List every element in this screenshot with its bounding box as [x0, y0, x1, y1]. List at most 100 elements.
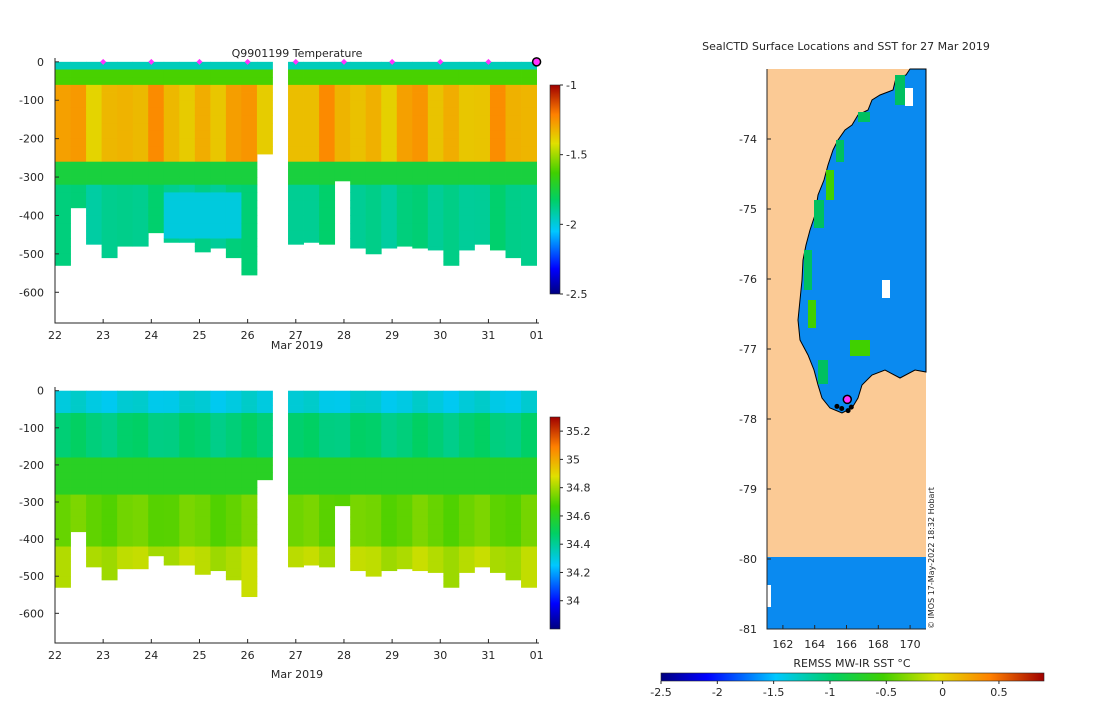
temperature-cell [334, 107, 351, 117]
salinity-cell [70, 435, 87, 444]
temperature-cell [396, 138, 413, 147]
map-y-tick-label: -74 [739, 133, 757, 146]
temperature-cell [210, 192, 227, 201]
salinity-cell [148, 472, 165, 481]
temperature-cell [521, 154, 537, 163]
temperature-cell [210, 200, 227, 209]
temperature-cell [241, 61, 258, 70]
temperature-cell [225, 253, 242, 259]
temperature-cell [163, 92, 180, 101]
temperature-cell [412, 92, 429, 101]
temperature-cell [101, 215, 118, 224]
temperature-cell [179, 61, 196, 70]
salinity-cell [381, 546, 398, 555]
temperature-cell [521, 77, 537, 86]
salinity-cell [241, 591, 258, 598]
temperature-cell [117, 215, 134, 224]
salinity-cell [334, 457, 351, 466]
salinity-cell [489, 398, 506, 406]
salinity-cell [225, 450, 242, 458]
temperature-cell [505, 154, 522, 163]
temperature-cell [225, 92, 242, 101]
salinity-cell [101, 502, 118, 510]
salinity-cell [474, 420, 491, 429]
temperature-cell [396, 154, 413, 163]
temperature-cell [474, 77, 491, 86]
salinity-cell [521, 568, 537, 577]
temperature-cell [489, 215, 506, 224]
salinity-cell [427, 524, 444, 533]
salinity-cell [179, 494, 196, 503]
temperature-cell [319, 123, 336, 132]
salinity-cell [396, 464, 413, 473]
temperature-cell [505, 130, 522, 140]
temperature-cell [163, 192, 180, 201]
temperature-cell [225, 207, 242, 216]
temperature-cell [412, 69, 429, 78]
temperature-cell [210, 61, 227, 70]
salinity-cell [179, 450, 196, 458]
y-tick-label: -500 [19, 248, 44, 261]
temperature-cell [319, 115, 336, 124]
profile-marker [485, 58, 492, 65]
temperature-cell [443, 146, 460, 155]
temperature-cell [458, 215, 475, 224]
salinity-cell [365, 479, 382, 488]
temperature-cell [396, 130, 413, 140]
salinity-cell [241, 464, 258, 473]
salinity-cell [86, 487, 103, 495]
temperature-cell [427, 92, 444, 101]
temperature-cell [288, 61, 304, 70]
temperature-cell [443, 69, 460, 78]
salinity-cell [288, 427, 304, 436]
salinity-cell [148, 435, 165, 444]
salinity-cell [303, 472, 320, 481]
map-y-tick-label: -79 [739, 483, 757, 496]
salinity-cell [489, 442, 506, 451]
salinity-cell [117, 487, 134, 495]
x-tick-label: 01 [530, 329, 544, 342]
temperature-cell [458, 69, 475, 78]
salinity-cell [132, 509, 149, 518]
temperature-cell [505, 107, 522, 117]
temperature-cell [179, 223, 196, 232]
temperature-cell [319, 200, 336, 209]
temperature-cell [241, 192, 258, 201]
temperature-cell [319, 107, 336, 117]
temperature-cell [148, 123, 165, 132]
temperature-cell [163, 61, 180, 70]
salinity-cell [334, 450, 351, 458]
temperature-cell [86, 238, 103, 245]
salinity-cell [179, 539, 196, 547]
salinity-cell [86, 435, 103, 444]
temperature-cell [303, 115, 320, 124]
colorbar-tick-label: -1.5 [566, 149, 587, 162]
salinity-cell [489, 487, 506, 495]
temperature-cell [55, 69, 71, 78]
temperature-cell [319, 192, 336, 201]
salinity-cell [427, 442, 444, 451]
temperature-cell [256, 138, 273, 147]
temperature-cell [319, 100, 336, 109]
colorbar-tick-label: 34 [566, 595, 580, 608]
temperature-cell [521, 115, 537, 124]
salinity-cell [427, 561, 444, 570]
temperature-cell [474, 215, 491, 224]
temperature-cell [334, 84, 351, 93]
temperature-cell [303, 177, 320, 186]
temperature-cell [70, 146, 87, 155]
temperature-cell [412, 146, 429, 155]
temperature-cell [489, 200, 506, 209]
temperature-cell [179, 215, 196, 224]
temperature-cell [334, 161, 351, 170]
temperature-cell [489, 69, 506, 78]
temperature-cell [256, 115, 273, 124]
temperature-cell [148, 115, 165, 124]
salinity-cell [101, 405, 118, 414]
salinity-cell [86, 442, 103, 451]
salinity-cell [194, 479, 211, 488]
salinity-cell [365, 509, 382, 518]
salinity-cell [381, 435, 398, 444]
temperature-cell [117, 138, 134, 147]
salinity-cell [381, 427, 398, 436]
